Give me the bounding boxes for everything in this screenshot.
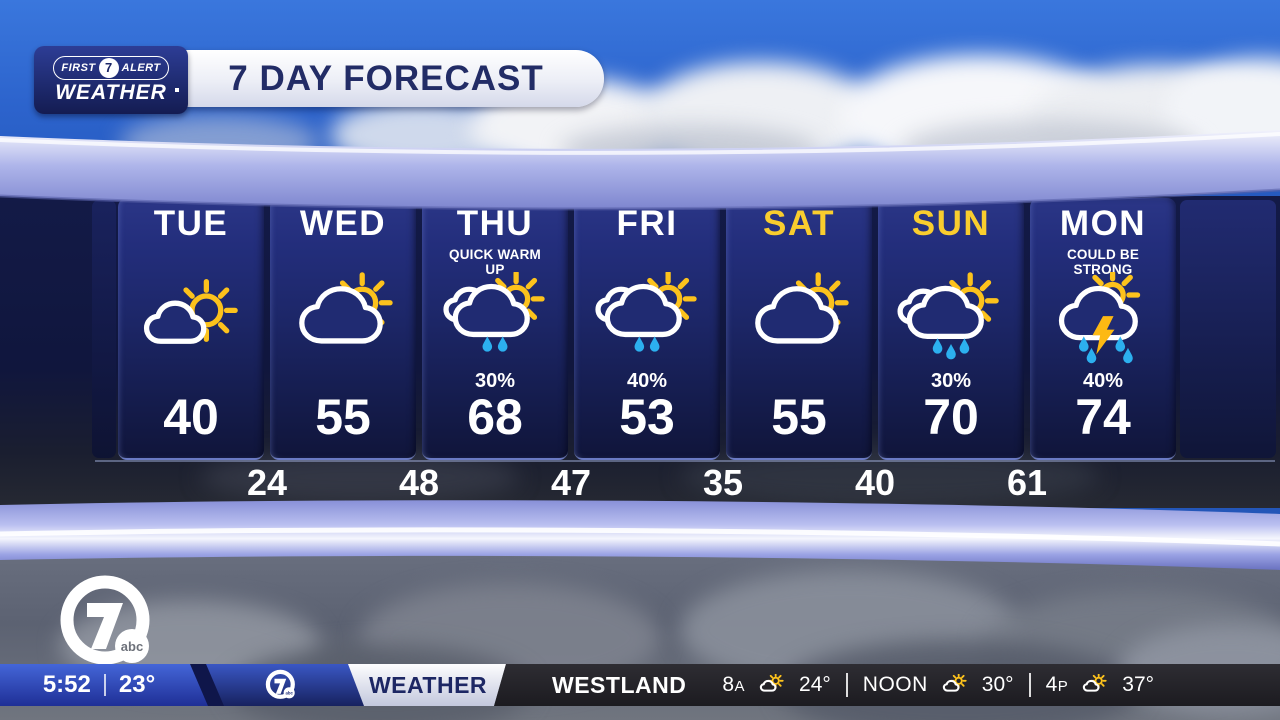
svg-text:abc: abc xyxy=(121,639,143,654)
first-alert-weather-logo: FIRST 7 ALERT WEATHER xyxy=(34,46,188,114)
ticker-time-temp-segment: 5:52 23° xyxy=(0,664,210,706)
high-temp-label: 55 xyxy=(315,389,371,445)
brand-weather-label: WEATHER xyxy=(55,80,167,104)
precip-chance-label: 30% xyxy=(930,370,972,392)
high-temp-label: 70 xyxy=(923,389,979,445)
partly-cloudy-icon xyxy=(745,272,853,368)
ticker-logo-segment: abc xyxy=(206,664,366,706)
hour-label: 4P xyxy=(1045,673,1069,696)
partly-cloudy-icon xyxy=(289,272,397,368)
high-temp-label: 40 xyxy=(163,389,219,445)
high-temp-label: 55 xyxy=(771,389,827,445)
day-name-label: FRI xyxy=(616,204,678,243)
location-label: WESTLAND xyxy=(552,671,687,698)
forecast-day-column: SUN 30% 70 xyxy=(878,198,1024,460)
divider xyxy=(103,674,106,696)
showers-sun-icon xyxy=(441,270,549,368)
brand-first-label: FIRST xyxy=(61,61,96,74)
ticker-hour-entry: NOON 30° xyxy=(863,673,1014,697)
seven-day-columns: TUE 40 WED 55 THU QUICK WARM UP 30% 68 F… xyxy=(118,198,1176,460)
forecast-day-column: MON COULD BE STRONG 40% 74 xyxy=(1030,198,1176,460)
precip-chance-label: 30% xyxy=(474,370,516,392)
brand-registered-mark xyxy=(175,88,179,92)
ticker-forecast-segment: WESTLAND 8A 24° NOON 30° 4P 37° xyxy=(494,664,1280,706)
band-underline xyxy=(95,460,1275,462)
low-temp-label: 40 xyxy=(854,462,896,503)
section-label: WEATHER xyxy=(368,671,488,698)
showers-sun-icon xyxy=(593,270,701,368)
high-temp-label: 53 xyxy=(619,389,675,445)
low-temp-label: 24 xyxy=(246,462,288,503)
forecast-day-column: WED 55 xyxy=(270,198,416,460)
ticker-hour-entry: 8A 24° xyxy=(722,673,830,697)
day-note-label: COULD BE STRONG xyxy=(1066,247,1140,277)
precip-chance-label: 40% xyxy=(626,370,668,392)
day-note-label: QUICK WARM UP xyxy=(449,247,541,277)
hourly-forecast-strip: 8A 24° NOON 30° 4P 37° xyxy=(722,673,1154,697)
high-temp-label: 74 xyxy=(1075,389,1131,445)
forecast-day-column: TUE 40 xyxy=(118,198,264,460)
clock-time: 5:52 xyxy=(42,671,91,698)
hour-temp-label: 30° xyxy=(981,673,1014,696)
day-name-label: MON xyxy=(1059,204,1147,243)
abc7-station-logo: abc xyxy=(55,570,167,674)
forecast-day-column: FRI 40% 53 xyxy=(574,198,720,460)
rain-sun-icon xyxy=(897,272,1005,368)
day-name-label: SUN xyxy=(911,204,991,243)
abc7-logo-icon: abc xyxy=(264,668,298,702)
top-lavender-bar xyxy=(0,130,1280,211)
hour-temp-label: 24° xyxy=(799,673,831,696)
brand-alert-label: ALERT xyxy=(121,61,161,74)
ticker-hour-entry: 4P 37° xyxy=(1046,673,1154,697)
thunderstorm-sun-icon xyxy=(1049,267,1157,368)
low-temp-label: 35 xyxy=(702,462,744,503)
high-temp-label: 68 xyxy=(467,389,523,445)
bottom-lavender-bar xyxy=(0,500,1280,570)
low-temp-label: 61 xyxy=(1006,462,1048,503)
first-alert-row: FIRST 7 ALERT xyxy=(53,55,169,80)
svg-text:abc: abc xyxy=(286,690,294,695)
day-name-label: THU xyxy=(456,204,534,243)
page-title: 7 DAY FORECAST xyxy=(228,58,544,98)
hour-temp-label: 37° xyxy=(1122,673,1155,696)
low-temp-label: 47 xyxy=(550,462,592,503)
partly-cloudy-icon xyxy=(757,674,787,696)
hour-label: 8A xyxy=(722,673,746,696)
divider xyxy=(845,673,848,697)
channel-7-icon: 7 xyxy=(98,57,119,78)
forecast-day-column: SAT 55 xyxy=(726,198,872,460)
day-name-label: WED xyxy=(299,204,387,243)
partly-cloudy-icon xyxy=(1080,674,1110,696)
bottom-ticker: 5:52 23° abc WEATHER WESTLAND 8A 24° NOO… xyxy=(0,664,1280,706)
day-name-label: TUE xyxy=(153,204,229,243)
band-edge-left xyxy=(92,200,116,458)
day-name-label: SAT xyxy=(763,204,835,243)
divider xyxy=(1028,673,1031,697)
current-temp: 23° xyxy=(118,671,156,698)
mostly-sunny-icon xyxy=(137,272,245,368)
band-edge-right xyxy=(1180,200,1276,458)
low-temp-label: 48 xyxy=(398,462,440,503)
partly-cloudy-icon xyxy=(940,674,970,696)
overnight-lows-row: 24 48 47 35 40 61 xyxy=(0,462,1280,506)
hour-label: NOON xyxy=(862,673,928,696)
precip-chance-label: 40% xyxy=(1082,370,1124,392)
ticker-section-segment: WEATHER xyxy=(348,664,506,706)
forecast-day-column: THU QUICK WARM UP 30% 68 xyxy=(422,198,568,460)
header-title-pill: 7 DAY FORECAST xyxy=(168,50,604,107)
